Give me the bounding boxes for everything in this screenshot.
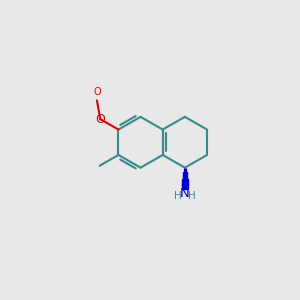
Text: H: H: [188, 191, 196, 201]
Text: H: H: [174, 191, 182, 201]
Text: O: O: [95, 112, 105, 126]
Text: O: O: [93, 87, 101, 97]
Text: N: N: [180, 188, 190, 200]
